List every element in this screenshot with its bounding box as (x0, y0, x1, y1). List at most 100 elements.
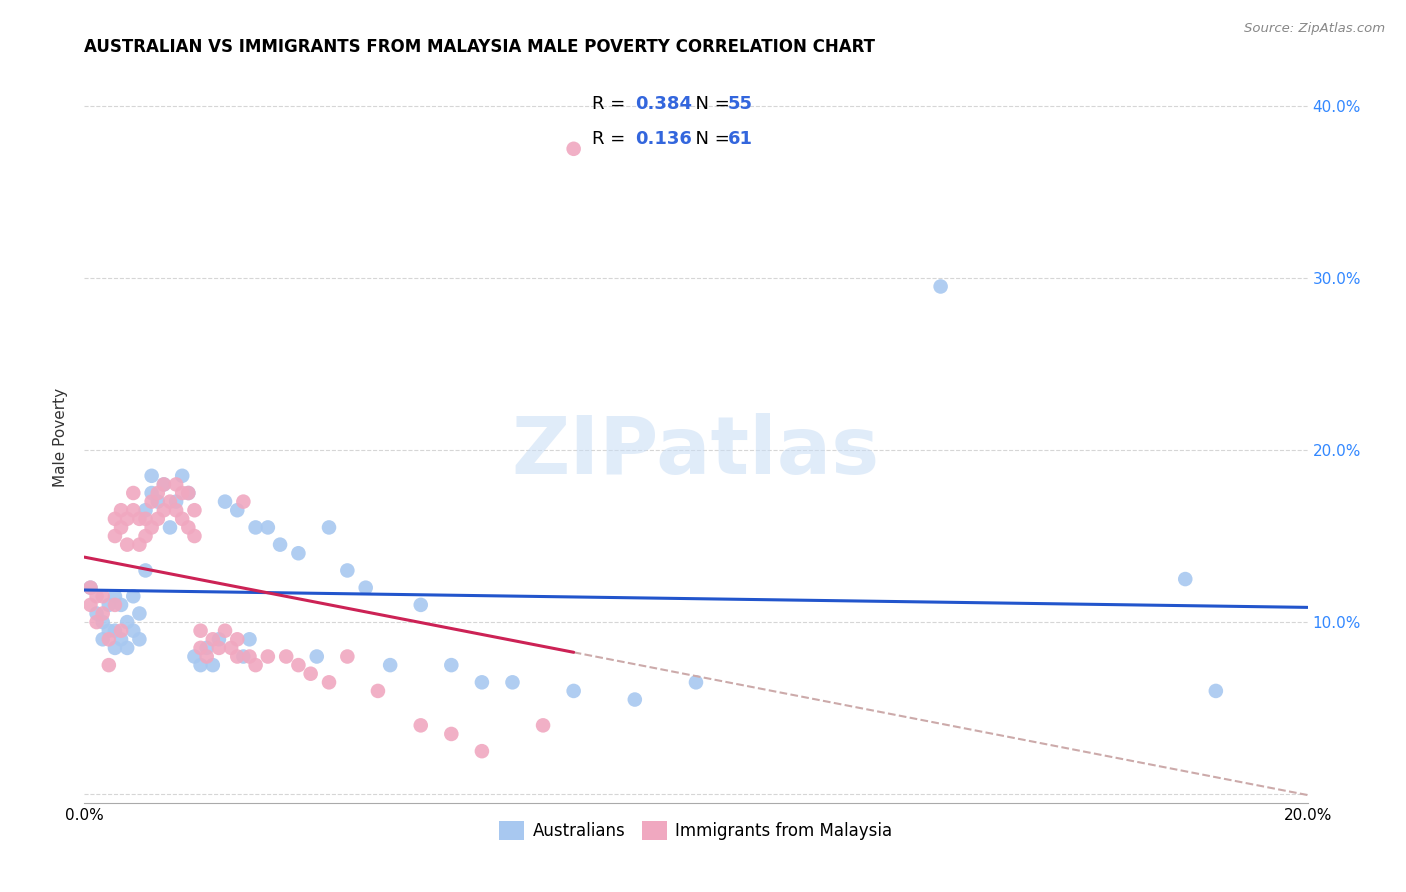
Point (440, 658, 463, 673)
Point (1174, 572, 1197, 586)
Point (214, 624, 236, 638)
Point (153, 477, 176, 491)
Point (165, 477, 187, 491)
Point (245, 520, 267, 534)
Point (354, 581, 377, 595)
Point (214, 494, 236, 508)
Point (146, 512, 169, 526)
Text: 0.136: 0.136 (636, 129, 692, 148)
Point (79, 581, 101, 595)
Point (226, 632, 249, 647)
Point (91, 615, 114, 629)
Point (135, 529, 157, 543)
Point (177, 486, 200, 500)
Point (502, 675, 524, 690)
Point (115, 512, 138, 526)
Point (318, 520, 340, 534)
Point (190, 624, 212, 638)
Point (276, 649, 298, 664)
Point (141, 494, 163, 508)
Point (97, 632, 120, 647)
Point (1205, 684, 1227, 698)
Point (269, 538, 291, 552)
Point (91, 607, 114, 621)
Point (367, 684, 389, 698)
Point (86, 589, 108, 603)
Point (208, 632, 231, 647)
Point (257, 520, 280, 534)
Point (159, 520, 181, 534)
Point (562, 142, 585, 156)
Point (183, 503, 205, 517)
Point (97, 624, 120, 638)
Point (257, 649, 280, 664)
Point (562, 684, 585, 698)
Point (471, 744, 494, 758)
Point (177, 486, 200, 500)
Text: Source: ZipAtlas.com: Source: ZipAtlas.com (1244, 22, 1385, 36)
Point (409, 598, 432, 612)
Point (195, 640, 218, 655)
Point (190, 640, 212, 655)
Point (440, 727, 463, 741)
Text: ZIPatlas: ZIPatlas (512, 413, 880, 491)
Point (232, 494, 254, 508)
Text: R =: R = (592, 129, 637, 148)
Point (336, 564, 359, 578)
Point (172, 512, 194, 526)
Point (201, 632, 224, 647)
Point (110, 632, 132, 647)
Text: 61: 61 (728, 129, 752, 148)
Point (177, 520, 200, 534)
Point (226, 503, 249, 517)
Point (336, 649, 359, 664)
Point (471, 675, 494, 690)
Point (115, 640, 138, 655)
Point (208, 640, 231, 655)
Y-axis label: Male Poverty: Male Poverty (53, 387, 69, 487)
Point (153, 503, 176, 517)
Point (122, 486, 145, 500)
Point (685, 675, 707, 690)
Point (245, 658, 267, 673)
Point (153, 477, 176, 491)
Point (97, 598, 120, 612)
Text: R =: R = (592, 95, 637, 113)
Point (104, 529, 127, 543)
Point (141, 486, 163, 500)
Point (86, 615, 108, 629)
Text: N =: N = (683, 129, 735, 148)
Point (299, 666, 322, 681)
Point (141, 520, 163, 534)
Point (104, 512, 127, 526)
Point (110, 503, 132, 517)
Point (122, 624, 145, 638)
Point (86, 607, 108, 621)
Point (287, 658, 309, 673)
Point (624, 692, 647, 706)
Point (141, 468, 163, 483)
Legend: Australians, Immigrants from Malaysia: Australians, Immigrants from Malaysia (492, 814, 900, 847)
Point (135, 503, 157, 517)
Point (97, 658, 120, 673)
Point (238, 632, 260, 647)
Point (79, 581, 101, 595)
Point (135, 564, 157, 578)
Point (238, 649, 260, 664)
Point (172, 486, 194, 500)
Point (122, 589, 145, 603)
Point (91, 632, 114, 647)
Point (183, 529, 205, 543)
Point (104, 640, 127, 655)
Point (122, 503, 145, 517)
Point (219, 640, 242, 655)
Point (190, 658, 212, 673)
Point (146, 486, 169, 500)
Point (146, 494, 169, 508)
Point (409, 718, 432, 732)
Point (287, 546, 309, 560)
Point (195, 649, 218, 664)
Text: AUSTRALIAN VS IMMIGRANTS FROM MALAYSIA MALE POVERTY CORRELATION CHART: AUSTRALIAN VS IMMIGRANTS FROM MALAYSIA M… (84, 38, 876, 56)
Point (104, 624, 127, 638)
Point (115, 538, 138, 552)
